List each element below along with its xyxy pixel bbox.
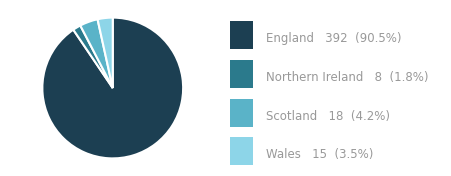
Text: Wales   15  (3.5%): Wales 15 (3.5%) — [266, 148, 373, 161]
Wedge shape — [97, 18, 113, 88]
Wedge shape — [80, 19, 113, 88]
Wedge shape — [42, 18, 183, 158]
Wedge shape — [74, 26, 113, 88]
FancyBboxPatch shape — [230, 137, 253, 165]
Text: Scotland   18  (4.2%): Scotland 18 (4.2%) — [266, 110, 390, 123]
FancyBboxPatch shape — [230, 60, 253, 88]
FancyBboxPatch shape — [230, 99, 253, 127]
Text: Northern Ireland   8  (1.8%): Northern Ireland 8 (1.8%) — [266, 71, 428, 84]
FancyBboxPatch shape — [230, 21, 253, 49]
Text: England   392  (90.5%): England 392 (90.5%) — [266, 32, 401, 45]
